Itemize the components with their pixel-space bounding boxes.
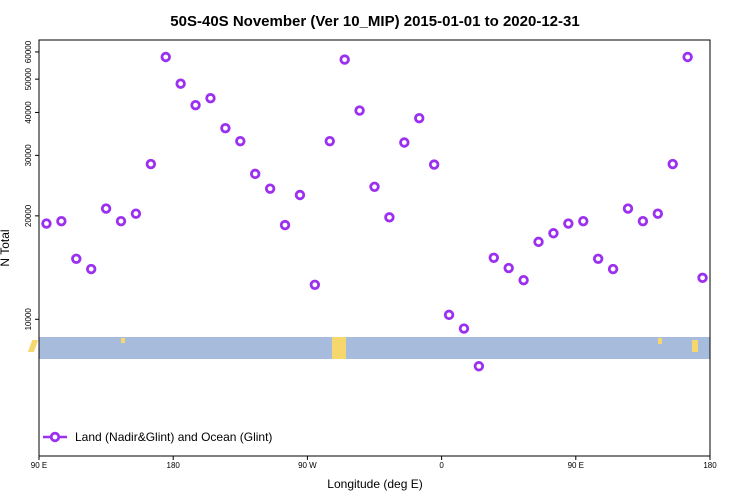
data-point xyxy=(667,158,678,170)
y-axis-label: N Total xyxy=(0,229,12,266)
data-point xyxy=(503,262,514,274)
x-tick-label: 0 xyxy=(439,461,444,470)
data-point xyxy=(264,183,276,194)
x-axis-label: Longitude (deg E) xyxy=(327,477,422,491)
data-point xyxy=(369,181,380,193)
data-point xyxy=(235,135,246,147)
data-point xyxy=(71,253,82,264)
data-point xyxy=(205,93,216,104)
data-point xyxy=(294,189,306,201)
land-mass xyxy=(121,338,125,343)
x-tick-label: 180 xyxy=(703,461,717,470)
data-point xyxy=(473,361,485,372)
ocean-band xyxy=(39,337,710,359)
land-mass xyxy=(658,338,662,344)
data-point xyxy=(279,219,291,231)
y-axis-ticks: 10000 20000 30000 40000 50000 60000 xyxy=(24,40,39,330)
data-point xyxy=(697,272,708,284)
land-mass xyxy=(27,340,39,352)
data-point xyxy=(56,215,67,227)
data-point xyxy=(578,215,589,227)
data-point xyxy=(100,203,112,214)
chart-title: 50S-40S November (Ver 10_MIP) 2015-01-01… xyxy=(170,13,579,30)
y-tick-label: 10000 xyxy=(24,308,33,331)
x-axis-ticks: 90 E 180 90 W 0 90 E 180 xyxy=(31,456,717,470)
data-point xyxy=(563,218,574,229)
y-tick-label: 60000 xyxy=(24,40,33,63)
land-mass xyxy=(692,340,698,352)
data-point xyxy=(488,252,499,263)
data-point xyxy=(682,51,693,63)
axes xyxy=(38,39,711,457)
y-tick-label: 30000 xyxy=(24,144,33,167)
data-point xyxy=(339,54,350,65)
data-point xyxy=(220,122,231,134)
data-point xyxy=(607,263,619,275)
data-point xyxy=(41,218,52,229)
data-point xyxy=(160,51,171,63)
x-tick-label: 90 E xyxy=(31,461,47,470)
x-tick-label: 90 W xyxy=(298,461,317,470)
x-tick-label: 180 xyxy=(167,461,181,470)
data-point xyxy=(85,263,97,275)
land-ocean-band xyxy=(27,337,710,359)
data-point xyxy=(622,203,634,214)
legend-label: Land (Nadir&Glint) and Ocean (Glint) xyxy=(75,430,272,444)
data-point xyxy=(324,135,335,147)
data-point xyxy=(175,78,186,89)
data-point xyxy=(458,323,470,334)
data-point xyxy=(443,309,455,321)
legend: Land (Nadir&Glint) and Ocean (Glint) xyxy=(43,430,272,444)
data-point xyxy=(548,228,559,239)
y-tick-label: 40000 xyxy=(24,101,33,124)
data-point xyxy=(384,212,395,223)
data-point xyxy=(115,215,127,227)
y-tick-label: 20000 xyxy=(24,204,33,227)
legend-marker xyxy=(49,431,61,443)
data-point xyxy=(190,99,201,111)
data-points xyxy=(41,51,708,372)
y-tick-label: 50000 xyxy=(24,67,33,90)
data-point xyxy=(652,208,664,219)
x-tick-label: 90 E xyxy=(568,461,584,470)
data-point xyxy=(354,105,365,116)
data-point xyxy=(533,236,544,248)
data-point xyxy=(399,137,410,148)
data-point xyxy=(428,159,440,170)
data-point xyxy=(637,215,649,227)
data-point xyxy=(130,208,142,219)
data-point xyxy=(250,168,261,180)
data-point xyxy=(518,274,529,286)
data-point xyxy=(592,253,604,264)
data-point xyxy=(414,112,425,124)
data-point xyxy=(309,279,321,291)
land-mass xyxy=(332,337,346,359)
plot-frame xyxy=(38,39,711,457)
data-point xyxy=(145,158,157,170)
